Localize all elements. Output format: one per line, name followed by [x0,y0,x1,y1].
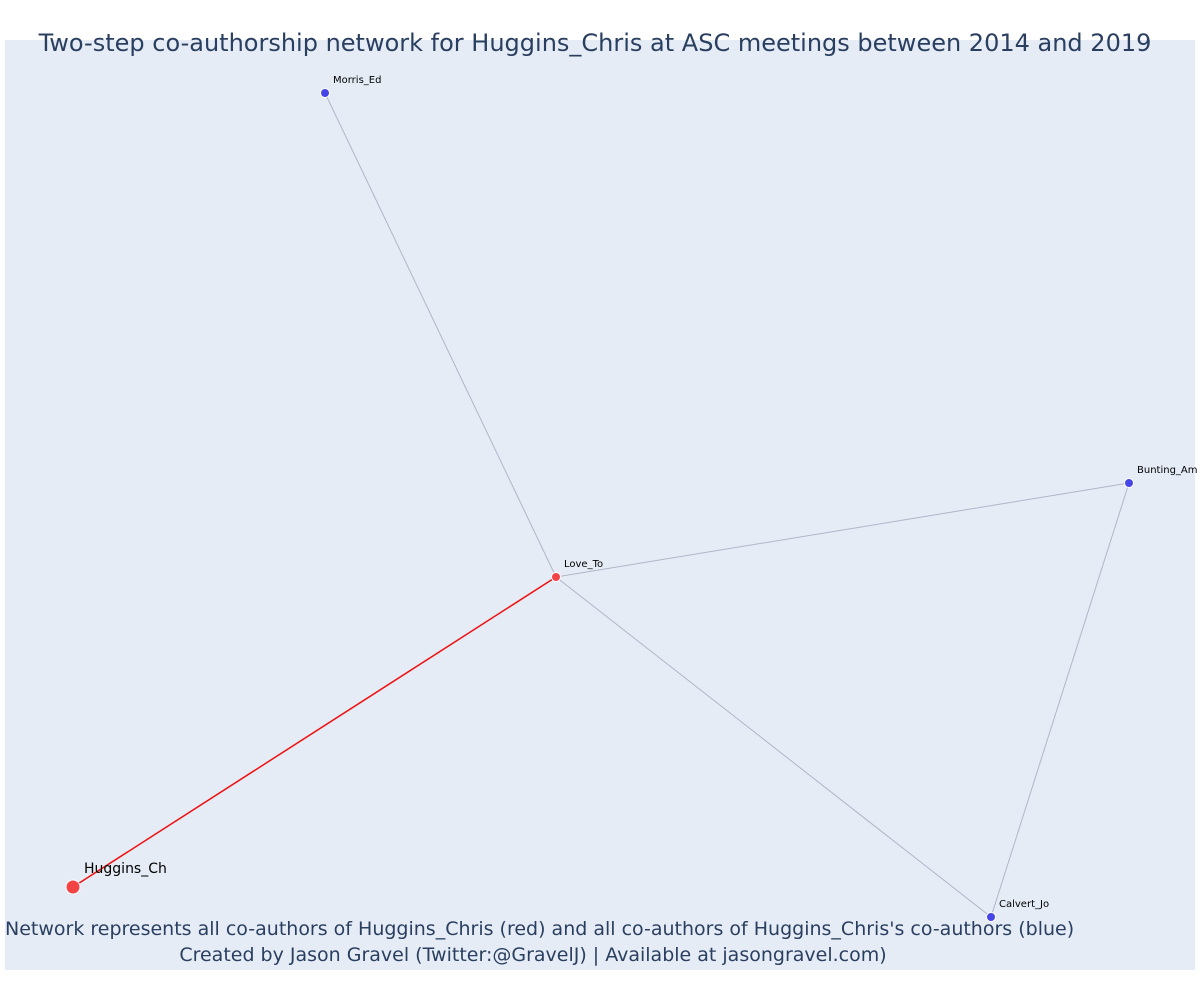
nodes-layer: Huggins_Ch Love_To Morris_Ed Bunting_Am Calv… [65,75,1198,922]
edges-layer [72,92,1130,918]
edge-love-bunting [555,482,1130,578]
caption-line-2: Created by Jason Gravel (Twitter:@Gravel… [179,944,887,966]
caption-line-1: Network represents all co-authors of Hug… [5,918,1075,940]
node-label-morris: Morris_Ed [333,75,381,86]
edge-bunting-calvert [990,482,1130,918]
node-label-love: Love_To [564,559,603,570]
node-love[interactable] [551,572,561,582]
node-bunting[interactable] [1124,478,1134,488]
node-huggins[interactable] [65,879,81,895]
node-morris[interactable] [320,88,330,98]
node-label-calvert: Calvert_Jo [999,899,1049,910]
node-label-huggins: Huggins_Ch [84,861,167,877]
edge-love-calvert [555,576,992,918]
edge-huggins-love [72,576,557,888]
node-calvert[interactable] [986,912,996,922]
chart-title: Two-step co-authorship network for Huggi… [38,29,1152,57]
node-label-bunting: Bunting_Am [1137,465,1198,476]
edge-love-morris [324,92,557,578]
